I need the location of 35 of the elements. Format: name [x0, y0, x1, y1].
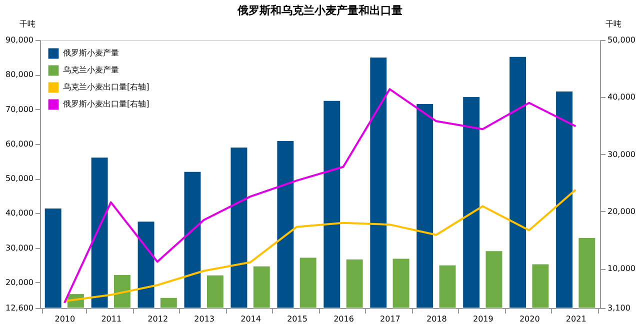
chart-title: 俄罗斯和乌克兰小麦产量和出口量 — [236, 4, 402, 17]
x-tick-label: 2015 — [287, 314, 308, 324]
y-tick-label: 30,000 — [6, 243, 34, 252]
x-tick-label: 2021 — [566, 314, 586, 324]
y2-tick-label: 10,000 — [608, 264, 636, 274]
line-series — [63, 188, 577, 302]
x-tick-label: 2014 — [240, 314, 261, 324]
x-tick-label: 2011 — [101, 314, 122, 324]
x-tick-label: 2018 — [426, 314, 447, 324]
y2-tick-label: 30,000 — [608, 150, 636, 159]
x-tick-label: 2017 — [380, 314, 400, 324]
y-tick-label: 20,000 — [6, 278, 34, 287]
x-tick-label: 2016 — [334, 314, 354, 324]
legend-label: 乌克兰小麦出口量[右轴] — [63, 82, 150, 92]
y-tick-label: 70,000 — [6, 104, 34, 114]
legend-label: 俄罗斯小麦产量 — [63, 48, 119, 58]
y-tick-label: 80,000 — [6, 70, 34, 80]
x-tick-label: 2013 — [194, 314, 214, 324]
x-tick-label: 2010 — [54, 314, 76, 324]
y-tick-label: 12,600 — [6, 304, 34, 312]
y-tick-label: 90,000 — [6, 36, 34, 44]
y2-tick-label: 20,000 — [608, 206, 636, 216]
x-tick-label: 2012 — [148, 314, 168, 324]
x-tick-label: 2020 — [519, 314, 540, 324]
y2-axis-title: 千吨 — [606, 20, 622, 28]
y2-tick-label: 50,000 — [608, 36, 636, 44]
y-axis-title: 千吨 — [20, 20, 36, 28]
y-tick-label: 50,000 — [6, 174, 34, 183]
y2-tick-label: 40,000 — [608, 92, 636, 102]
x-tick-label: 2019 — [472, 314, 494, 324]
legend-label: 乌克兰小麦产量 — [63, 66, 119, 74]
y2-tick-label: 3,100 — [608, 304, 630, 312]
y-tick-label: 60,000 — [6, 139, 34, 148]
y-tick-label: 40,000 — [6, 208, 34, 218]
legend-label: 俄罗斯小麦出口量[右轴] — [63, 100, 150, 108]
